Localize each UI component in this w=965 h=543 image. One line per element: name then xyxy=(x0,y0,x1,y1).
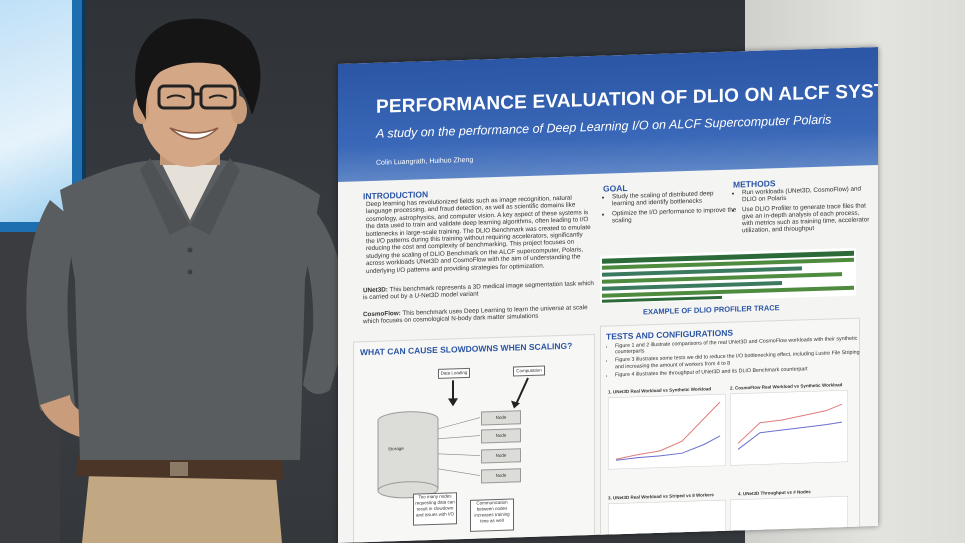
node-box: Node xyxy=(481,468,521,484)
poster-authors: Colin Luangrath, Huihuo Zheng xyxy=(376,156,474,167)
unet3d-text: This benchmark represents a 3D medical i… xyxy=(363,279,594,302)
goal-item: Optimize the I/O performance to improve … xyxy=(612,206,737,225)
figure-1-plot xyxy=(608,393,726,470)
node-box: Node xyxy=(481,448,521,464)
storage-label: Storage xyxy=(388,445,404,452)
methods-list: Run workloads (UNet3D, CosmoFlow) and DL… xyxy=(733,185,872,237)
node-box: Node xyxy=(481,428,521,444)
introduction-text: Deep learning has revolutionized fields … xyxy=(366,194,591,275)
goal-item: Study the scaling of distributed deep le… xyxy=(612,189,737,208)
unet3d-description: UNet3D: This benchmark represents a 3D m… xyxy=(363,280,598,302)
methods-item: Run workloads (UNet3D, CosmoFlow) and DL… xyxy=(742,185,872,204)
node-box: Node xyxy=(481,410,521,426)
trace-caption: EXAMPLE OF DLIO PROFILER TRACE xyxy=(643,303,780,317)
presenter xyxy=(26,18,346,543)
too-many-nodes-note: Too many nodes requesting data can resul… xyxy=(413,492,457,526)
display-screen-glow xyxy=(0,0,72,222)
poster-subtitle: A study on the performance of Deep Learn… xyxy=(376,112,832,141)
poster-header: PERFORMANCE EVALUATION OF DLIO ON ALCF S… xyxy=(338,47,878,182)
communication-note: Communication between nodes increases tr… xyxy=(470,498,514,532)
research-poster: PERFORMANCE EVALUATION OF DLIO ON ALCF S… xyxy=(338,47,878,543)
goal-list: Study the scaling of distributed deep le… xyxy=(603,189,737,226)
cosmoflow-description: CosmoFlow: This benchmark uses Deep Lear… xyxy=(363,304,598,326)
methods-item: Use DLIO Profiler to generate trace file… xyxy=(742,202,872,235)
profiler-trace-image xyxy=(600,247,856,304)
slowdown-diagram xyxy=(377,377,529,499)
figure-2-plot xyxy=(730,389,848,466)
